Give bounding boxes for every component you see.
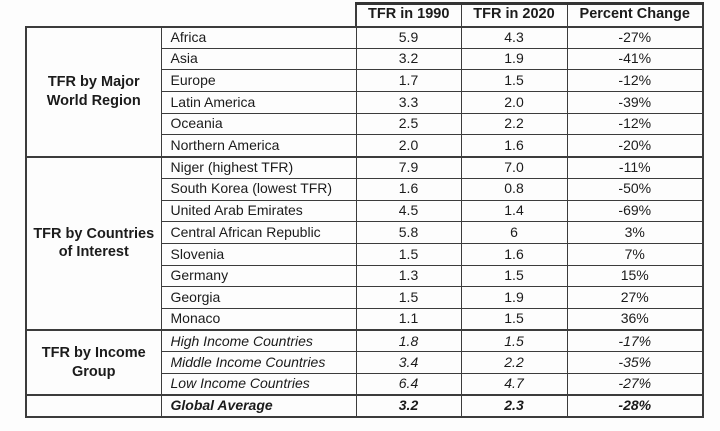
percent-change-value: 7%: [566, 242, 704, 266]
tfr-1990-value: 1.3: [355, 264, 462, 288]
percent-change-value: -39%: [566, 91, 704, 114]
percent-change-value: -69%: [566, 199, 704, 223]
tfr-2020-value: 1.9: [460, 47, 568, 71]
tfr-1990-value: 1.7: [355, 69, 462, 93]
section-label: TFR by Countries of Interest: [25, 155, 162, 331]
tfr-2020-value: 1.6: [460, 242, 568, 266]
tfr-2020-value: 7.0: [460, 155, 568, 179]
tfr-1990-value: 3.3: [355, 91, 462, 114]
row-label: Latin America: [160, 91, 357, 114]
percent-change-value: 15%: [566, 264, 704, 288]
tfr-1990-value: 6.4: [355, 373, 462, 396]
row-label: United Arab Emirates: [160, 199, 357, 223]
percent-change-value: -17%: [566, 329, 704, 353]
row-label: Middle Income Countries: [160, 351, 357, 374]
table-row: Oceania 2.5 2.2 -12%: [26, 112, 704, 136]
percent-change-value: -12%: [566, 69, 704, 93]
tfr-2020-value: 6: [460, 221, 568, 244]
tfr-1990-value: 7.9: [355, 155, 462, 179]
row-label: Oceania: [160, 112, 357, 136]
row-label: Monaco: [160, 307, 357, 331]
table-row: TFR by Income Group High Income Countries…: [25, 329, 704, 396]
table-row: Slovenia 1.5 1.6 7%: [26, 242, 704, 266]
col-header-percent-change: Percent Change: [566, 2, 704, 28]
tfr-1990-value: 3.2: [355, 394, 462, 418]
row-label: Europe: [160, 69, 357, 93]
percent-change-value: -35%: [566, 351, 704, 374]
tfr-2020-value: 1.6: [460, 134, 568, 158]
percent-change-value: -27%: [566, 373, 704, 396]
tfr-2020-value: 2.0: [460, 91, 568, 114]
row-label: Global Average: [160, 394, 357, 418]
tfr-1990-value: 1.6: [355, 177, 462, 201]
row-label: Asia: [160, 47, 357, 71]
row-label: High Income Countries: [160, 329, 357, 353]
tfr-2020-value: 2.2: [460, 112, 568, 136]
table-row: South Korea (lowest TFR) 1.6 0.8 -50%: [26, 177, 704, 201]
tfr-1990-value: 3.2: [355, 47, 462, 71]
table-row: Germany 1.3 1.5 15%: [26, 264, 704, 288]
tfr-1990-value: 3.4: [355, 351, 462, 374]
row-label: Low Income Countries: [160, 373, 357, 396]
percent-change-value: 3%: [566, 221, 704, 244]
tfr-1990-value: 1.1: [355, 307, 462, 331]
tfr-2020-value: 1.5: [460, 264, 568, 288]
tfr-2020-value: 1.5: [460, 329, 568, 353]
row-label: Germany: [160, 264, 357, 288]
table-row: Northern America 2.0 1.6 -20%: [26, 134, 704, 158]
percent-change-value: -27%: [566, 25, 704, 49]
percent-change-value: -28%: [566, 394, 704, 418]
header-row: TFR in 1990 TFR in 2020 Percent Change: [26, 2, 704, 28]
row-label: Georgia: [160, 286, 357, 309]
table-row: Global Average 3.2 2.3 -28%: [25, 394, 704, 418]
tfr-1990-value: 2.0: [355, 134, 462, 158]
table-row: Latin America 3.3 2.0 -39%: [26, 91, 704, 114]
section-label: [25, 394, 162, 418]
table-row: Central African Republic 5.8 6 3%: [26, 221, 704, 244]
percent-change-value: 27%: [566, 286, 704, 309]
tfr-2020-value: 4.3: [460, 25, 568, 49]
tfr-2020-value: 2.2: [460, 351, 568, 374]
percent-change-value: -41%: [566, 47, 704, 71]
tfr-1990-value: 5.9: [355, 25, 462, 49]
percent-change-value: -11%: [566, 155, 704, 179]
tfr-2020-value: 1.5: [460, 69, 568, 93]
tfr-2020-value: 1.9: [460, 286, 568, 309]
tfr-2020-value: 4.7: [460, 373, 568, 396]
tfr-2020-value: 1.5: [460, 307, 568, 331]
tfr-2020-value: 0.8: [460, 177, 568, 201]
table-row: Georgia 1.5 1.9 27%: [26, 286, 704, 309]
table-body: TFR by Major World Region Africa 5.9 4.3 -27…: [25, 25, 704, 418]
tfr-2020-value: 1.4: [460, 199, 568, 223]
section-label: TFR by Major World Region: [25, 25, 162, 158]
row-label: Northern America: [160, 134, 357, 158]
table-row: TFR by Major World Region Africa 5.9 4.3 -27…: [25, 25, 704, 158]
header-spacer: [26, 4, 356, 27]
percent-change-value: -12%: [566, 112, 704, 136]
row-label: Africa: [160, 25, 357, 49]
row-label: Central African Republic: [160, 221, 357, 244]
tfr-table: TFR in 1990 TFR in 2020 Percent Change T…: [25, 2, 704, 418]
table-row: TFR by Countries of Interest Niger (highe…: [25, 155, 704, 331]
tfr-2020-value: 2.3: [460, 394, 568, 418]
tfr-1990-value: 5.8: [355, 221, 462, 244]
tfr-1990-value: 4.5: [355, 199, 462, 223]
percent-change-value: 36%: [566, 307, 704, 331]
tfr-1990-value: 1.5: [355, 242, 462, 266]
col-header-tfr-2020: TFR in 2020: [460, 2, 568, 28]
row-label: Slovenia: [160, 242, 357, 266]
section-label: TFR by Income Group: [25, 329, 162, 396]
tfr-1990-value: 1.5: [355, 286, 462, 309]
percent-change-value: -50%: [566, 177, 704, 201]
table-row: United Arab Emirates 4.5 1.4 -69%: [26, 199, 704, 223]
row-label: Niger (highest TFR): [160, 155, 357, 179]
tfr-1990-value: 2.5: [355, 112, 462, 136]
percent-change-value: -20%: [566, 134, 704, 158]
row-label: South Korea (lowest TFR): [160, 177, 357, 201]
tfr-1990-value: 1.8: [355, 329, 462, 353]
col-header-tfr-1990: TFR in 1990: [355, 2, 462, 28]
